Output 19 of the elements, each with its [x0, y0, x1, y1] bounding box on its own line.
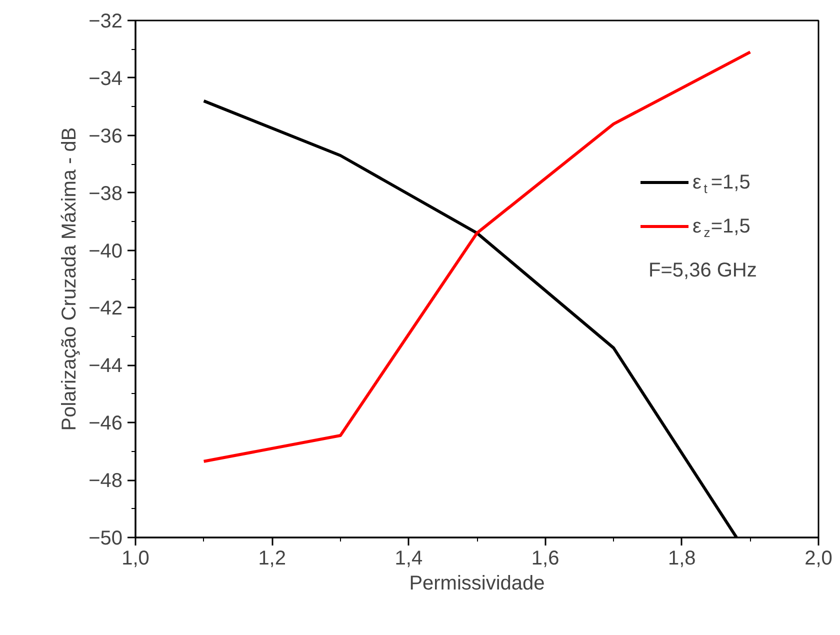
- x-tick-label: 1,6: [531, 548, 560, 570]
- y-tick-label: −38: [88, 182, 123, 205]
- y-tick-label: −32: [88, 10, 123, 32]
- x-tick-label: 1,0: [122, 548, 150, 570]
- y-tick-label: −40: [88, 240, 123, 262]
- x-axis-title: Permissividade: [409, 572, 545, 594]
- y-tick-label: −36: [88, 125, 123, 148]
- y-tick-label: −34: [88, 68, 123, 90]
- y-tick-label: −44: [88, 355, 123, 378]
- y-tick-label: −46: [88, 412, 123, 435]
- y-tick-label: −48: [88, 470, 123, 492]
- y-tick-label: −42: [88, 298, 123, 320]
- x-tick-label: 1,2: [258, 548, 286, 570]
- y-tick-label: −50: [88, 528, 123, 550]
- annotation: F=5,36 GHz: [648, 260, 757, 282]
- x-tick-label: 1,8: [668, 548, 696, 570]
- y-axis-title: Polarização Cruzada Máxima - dB: [58, 127, 81, 431]
- x-tick-label: 1,4: [394, 548, 423, 570]
- x-tick-label: 2,0: [804, 548, 832, 570]
